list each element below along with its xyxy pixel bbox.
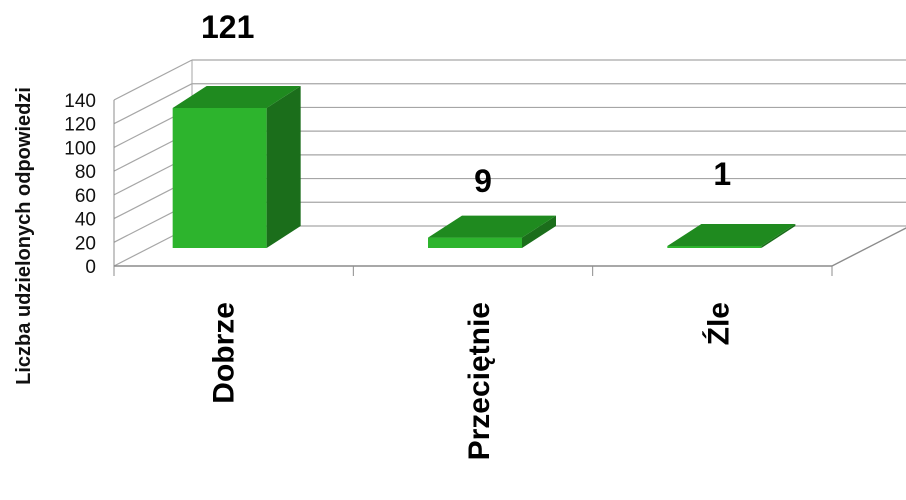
gridline-side: [113, 83, 193, 125]
y-axis-title: Liczba udzielonych odpowiedzi: [13, 87, 35, 385]
data-label: 9: [474, 163, 492, 199]
category-labels: Dobrze Przeciętnie Źle: [208, 302, 736, 460]
bar-top-face: [667, 224, 796, 246]
bar-dobrze: [172, 86, 301, 248]
y-tick-label: 40: [75, 210, 96, 231]
y-tick-label: 80: [75, 162, 96, 183]
y-tick-label: 100: [64, 138, 96, 159]
bars: [172, 86, 796, 248]
bar-front-face: [428, 237, 522, 248]
gridline-side: [113, 59, 193, 101]
y-tick-label: 0: [85, 257, 96, 278]
y-tick-label: 140: [64, 91, 96, 112]
data-label: 1: [713, 156, 731, 192]
bar-źle: [667, 224, 796, 248]
floor-right-edge: [831, 227, 906, 267]
data-label: 121: [201, 9, 254, 45]
y-tick-label: 120: [64, 115, 96, 136]
bar-front-face: [172, 108, 267, 248]
bar-przeciętnie: [428, 215, 556, 248]
data-labels: 121 9 1: [201, 9, 731, 199]
gridlines: [113, 59, 906, 276]
category-label: Dobrze: [208, 302, 241, 404]
bar-top-face: [428, 215, 556, 238]
y-tick-label: 60: [75, 186, 96, 207]
bar-side-face: [761, 224, 796, 248]
y-tick-label: 20: [75, 233, 96, 254]
category-label: Źle: [701, 302, 735, 345]
category-label: Przeciętnie: [463, 302, 496, 460]
bar-top-face: [172, 86, 301, 108]
bar-side-face: [266, 86, 301, 248]
bar-side-face: [522, 215, 556, 248]
bar-front-face: [667, 246, 762, 248]
